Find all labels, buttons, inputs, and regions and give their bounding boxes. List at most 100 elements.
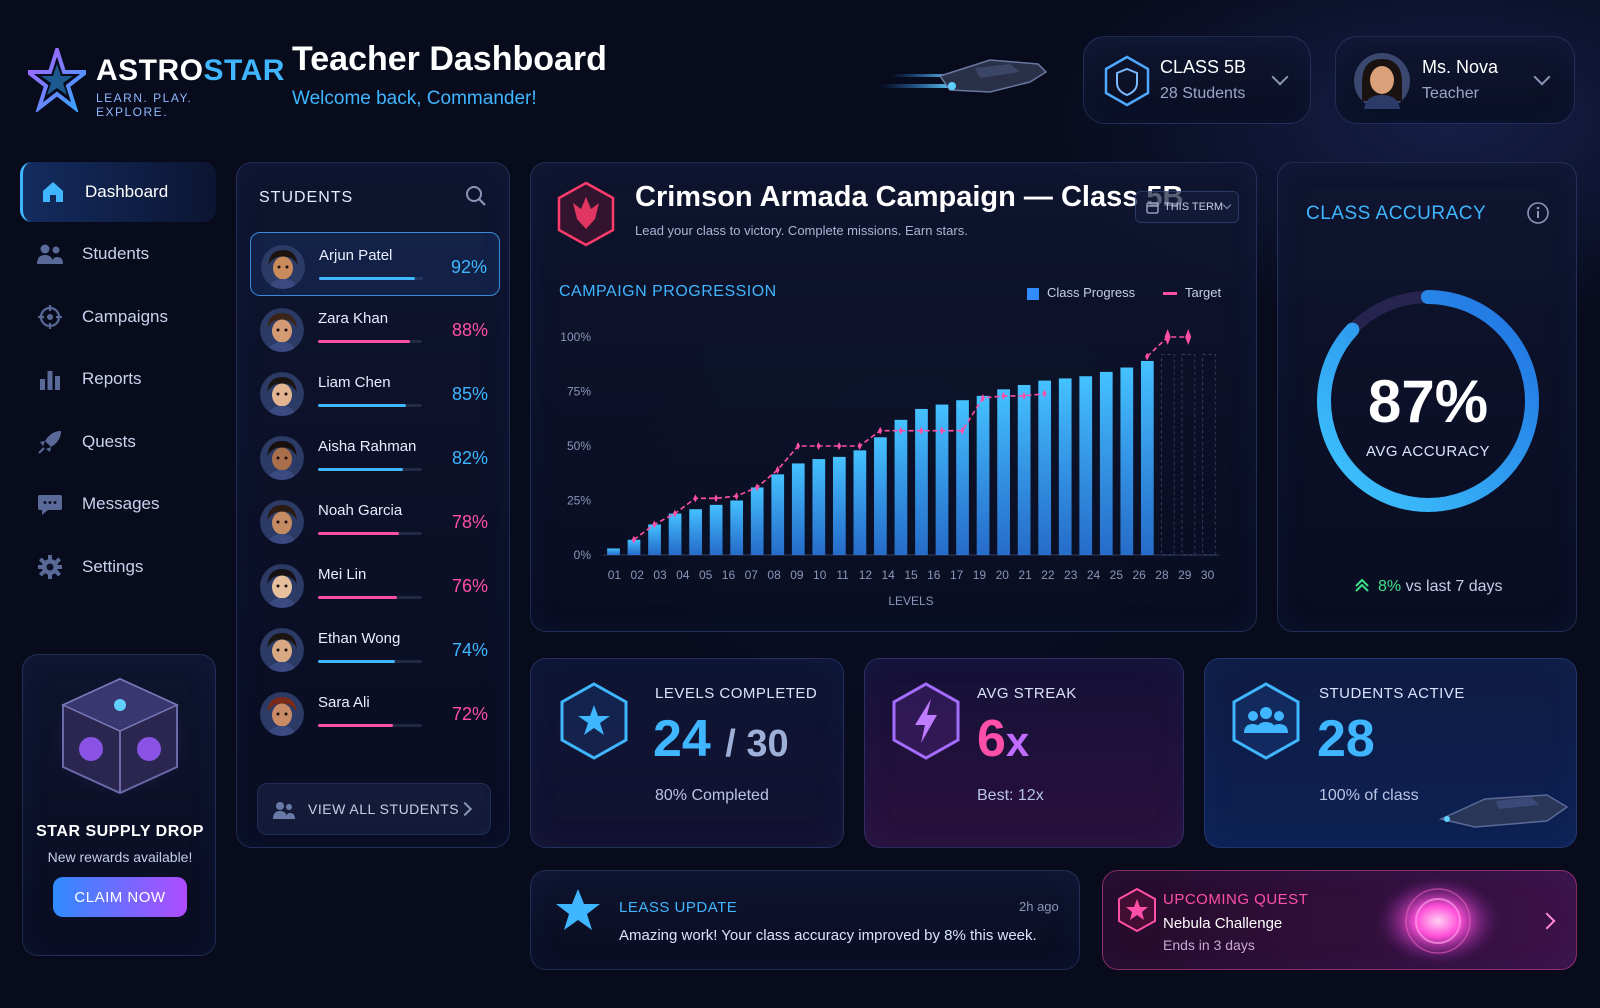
upcoming-quest-card[interactable]: UPCOMING QUEST Nebula Challenge Ends in … (1102, 870, 1577, 970)
sidebar-item-dashboard[interactable]: Dashboard (20, 162, 216, 222)
chart-bar (1099, 371, 1113, 555)
quest-name: Nebula Challenge (1163, 915, 1283, 932)
stat-value: 24 / 30 (653, 710, 789, 768)
x-tick-label: 07 (745, 568, 759, 582)
student-progress-fill (318, 596, 398, 599)
promo-title: STAR SUPPLY DROP (36, 823, 204, 840)
student-row[interactable]: Sara Ali 72% (250, 680, 500, 744)
student-name: Ethan Wong (318, 630, 401, 647)
sidebar-item-campaigns[interactable]: Campaigns (20, 287, 216, 347)
star-logo-icon (28, 48, 86, 112)
info-icon[interactable] (1526, 201, 1550, 225)
sidebar-item-reports[interactable]: Reports (20, 349, 216, 409)
student-row[interactable]: Aisha Rahman 82% (250, 424, 500, 488)
x-tick-label: 09 (790, 568, 804, 582)
x-tick-label: 05 (699, 568, 713, 582)
target-point (693, 494, 698, 503)
student-percent: 85% (451, 384, 488, 404)
user-name: Ms. Nova (1422, 57, 1499, 77)
group-hex-icon (1232, 682, 1300, 760)
quest-emblem-icon (1118, 887, 1156, 933)
chart-bar (1058, 378, 1072, 555)
student-name: Mei Lin (318, 566, 367, 583)
search-icon[interactable] (465, 185, 487, 207)
user-menu[interactable]: Ms. Nova Teacher (1335, 36, 1575, 124)
sidebar-item-students[interactable]: Students (20, 224, 216, 284)
student-row[interactable]: Arjun Patel 92% (250, 232, 500, 296)
student-progress-fill (318, 660, 395, 663)
accuracy-value: 87% (1367, 368, 1489, 435)
chart-bar (997, 389, 1010, 555)
term-filter-dropdown[interactable]: THIS TERM (1135, 191, 1239, 223)
target-point (878, 426, 883, 435)
chart-bar (771, 474, 785, 555)
view-all-students-button[interactable]: VIEW ALL STUDENTS (257, 783, 491, 835)
chart-bar (915, 408, 928, 555)
y-tick-label: 25% (567, 494, 591, 508)
student-row[interactable]: Mei Lin 76% (250, 552, 500, 616)
chart-bar-empty (1202, 353, 1216, 556)
x-tick-label: 08 (767, 568, 781, 582)
bar-chart-icon (34, 363, 66, 395)
accuracy-label: AVG ACCURACY (1365, 443, 1491, 460)
sidebar-item-label: Messages (82, 494, 160, 513)
sidebar-item-messages[interactable]: Messages (20, 474, 216, 534)
chevron-down-icon (1271, 68, 1289, 86)
target-point (857, 442, 862, 450)
sidebar-item-label: Quests (82, 432, 136, 451)
star-icon (556, 889, 600, 930)
target-point (1164, 329, 1171, 345)
chart-bar (668, 513, 682, 555)
sidebar-item-quests[interactable]: Quests (20, 412, 216, 472)
student-row[interactable]: Zara Khan 88% (250, 296, 500, 360)
legend-class-progress: Class Progress (1027, 285, 1135, 300)
target-point (1042, 389, 1047, 398)
x-tick-label: 30 (1201, 568, 1215, 582)
stat-value: 6x (977, 710, 1030, 768)
student-progress-track (318, 404, 422, 407)
sidebar-item-label: Dashboard (85, 182, 169, 201)
accuracy-title: CLASS ACCURACY (1306, 203, 1487, 224)
student-name: Liam Chen (318, 374, 391, 391)
users-icon (273, 802, 295, 819)
chart-bar (730, 500, 744, 555)
x-tick-label: 17 (950, 568, 964, 582)
student-name: Arjun Patel (319, 247, 393, 264)
target-point (796, 442, 801, 450)
star-hex-icon (560, 682, 628, 760)
target-point (980, 394, 985, 403)
chat-icon (34, 488, 66, 520)
student-percent: 88% (451, 320, 488, 340)
chart-bar (1120, 367, 1134, 555)
student-progress-fill (318, 340, 410, 343)
arrow-up-icon (1355, 578, 1369, 592)
crosshair-icon (34, 301, 66, 333)
target-point (1185, 329, 1192, 345)
student-row[interactable]: Liam Chen 85% (250, 360, 500, 424)
brand-logo[interactable]: ASTROSTAR LEARN. PLAY. EXPLORE. (28, 44, 284, 119)
target-point (919, 426, 924, 435)
x-tick-label: 28 (1155, 568, 1169, 582)
legend-swatch (1027, 287, 1039, 300)
target-point (755, 483, 759, 492)
accuracy-ring-gauge (1317, 290, 1539, 512)
target-point (672, 509, 677, 518)
claim-now-button[interactable]: CLAIM NOW (53, 877, 187, 917)
campaign-panel: Crimson Armada Campaign — Class 5B Lead … (530, 162, 1257, 632)
class-selector[interactable]: CLASS 5B 28 Students (1083, 36, 1311, 124)
y-tick-label: 100% (560, 330, 591, 344)
student-name: Zara Khan (318, 310, 389, 327)
student-progress-track (318, 724, 422, 727)
sidebar-item-label: Reports (82, 369, 142, 388)
update-card: LEASS UPDATE 2h ago Amazing work! Your c… (530, 870, 1080, 970)
student-percent: 72% (451, 704, 488, 724)
student-name: Noah Garcia (318, 502, 403, 519)
users-icon (34, 238, 66, 270)
sidebar-item-settings[interactable]: Settings (20, 537, 216, 597)
campaign-progression-chart: 0% 25% 50% 75% 100% 01 02 03 04 05 16 07 08 09 10 11 12 1… (560, 329, 1219, 608)
stat-value: 28 (1317, 710, 1375, 768)
target-point (713, 494, 718, 503)
chart-bar (1140, 360, 1154, 555)
student-row[interactable]: Noah Garcia 78% (250, 488, 500, 552)
student-row[interactable]: Ethan Wong 74% (250, 616, 500, 680)
